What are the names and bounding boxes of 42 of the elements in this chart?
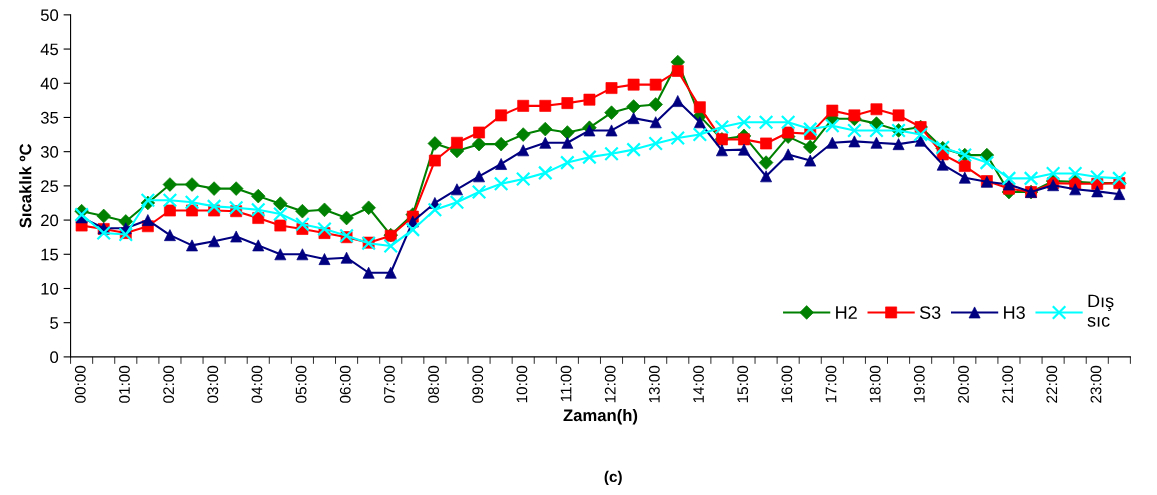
y-tick-label: 10	[41, 282, 59, 295]
x-tick-label: 00:00	[74, 365, 86, 403]
y-tick-label: 20	[41, 214, 59, 227]
x-tick-label: 08:00	[428, 365, 439, 403]
x-tick-label: 07:00	[384, 365, 395, 403]
x-tick-label: 06:00	[339, 365, 351, 403]
legend-label: Dış sıc	[1087, 294, 1114, 327]
x-tick-label: 09:00	[472, 365, 484, 403]
x-tick-label: 17:00	[825, 365, 837, 403]
y-tick-label: 35	[40, 111, 59, 124]
x-tick-label: 15:00	[737, 365, 749, 403]
y-axis-title: Sıcaklık ºC	[19, 143, 32, 228]
x-tick-label: 01:00	[119, 365, 130, 403]
x-tick-label: 22:00	[1046, 365, 1058, 403]
x-tick-label: 02:00	[163, 365, 175, 403]
y-tick-label: 0	[50, 351, 59, 364]
y-tick-label: 45	[40, 43, 59, 56]
x-tick-label: 10:00	[516, 365, 528, 403]
legend-label: S3	[919, 306, 941, 319]
x-tick-label: 18:00	[869, 365, 881, 403]
x-tick-label: 21:00	[1002, 365, 1014, 403]
y-tick-label: 15	[41, 248, 59, 261]
y-tick-label: 40	[40, 77, 59, 90]
legend-label: H2	[836, 306, 857, 319]
x-tick-label: 11:00	[560, 365, 572, 402]
y-tick-label: 50	[40, 9, 59, 22]
y-tick-label: 25	[41, 180, 59, 193]
x-tick-label: 03:00	[207, 365, 219, 403]
x-tick-label: 20:00	[958, 365, 969, 403]
text: (c)	[604, 470, 622, 486]
x-tick-label: 19:00	[913, 365, 925, 403]
x-tick-label: 23:00	[1090, 365, 1102, 403]
legend-label: H3	[1004, 306, 1025, 319]
y-tick-label: 5	[50, 317, 59, 329]
x-tick-label: 12:00	[604, 365, 616, 403]
x-tick-label: 04:00	[251, 365, 263, 403]
x-tick-label: 05:00	[295, 365, 307, 403]
x-tick-label: 13:00	[648, 365, 660, 403]
x-axis-title: Zaman(h)	[563, 409, 638, 425]
x-tick-label: 14:00	[693, 365, 704, 403]
x-tick-label: 16:00	[781, 365, 793, 403]
y-tick-label: 30	[40, 146, 59, 158]
